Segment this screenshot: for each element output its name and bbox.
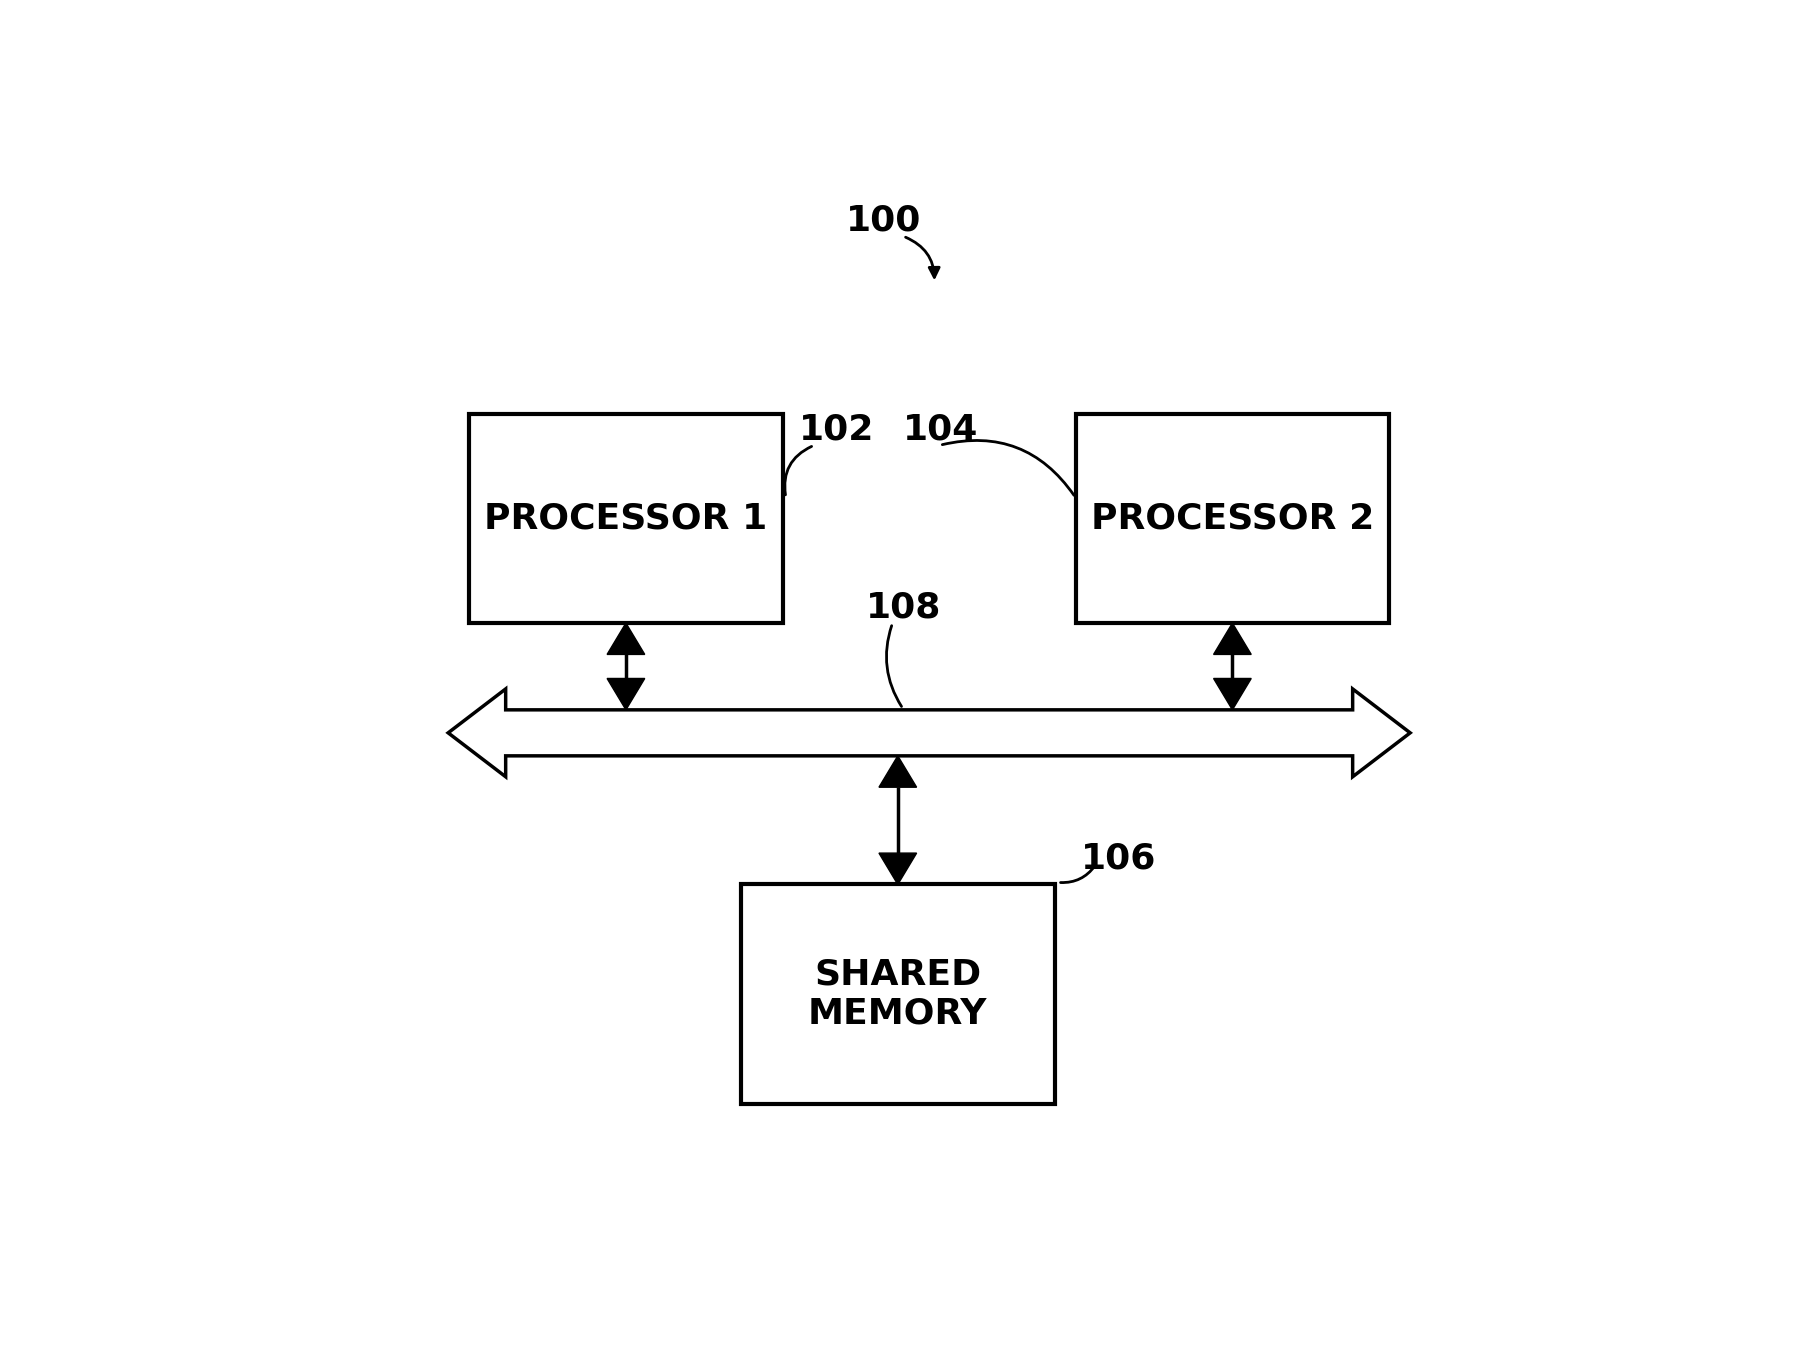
Text: SHARED
MEMORY: SHARED MEMORY: [809, 957, 988, 1031]
Bar: [1075, 414, 1389, 623]
Polygon shape: [607, 679, 645, 710]
Bar: [742, 884, 1055, 1104]
Text: 102: 102: [798, 413, 874, 447]
Text: 108: 108: [867, 591, 941, 625]
Polygon shape: [879, 853, 917, 884]
Text: 104: 104: [903, 413, 979, 447]
Bar: [470, 414, 783, 623]
Text: PROCESSOR 2: PROCESSOR 2: [1091, 501, 1374, 535]
Polygon shape: [607, 623, 645, 655]
Text: PROCESSOR 1: PROCESSOR 1: [484, 501, 767, 535]
Polygon shape: [1213, 623, 1251, 655]
Text: 106: 106: [1081, 842, 1157, 876]
Polygon shape: [1213, 679, 1251, 710]
Text: 100: 100: [845, 204, 921, 238]
Polygon shape: [448, 689, 1411, 777]
Polygon shape: [879, 756, 917, 788]
